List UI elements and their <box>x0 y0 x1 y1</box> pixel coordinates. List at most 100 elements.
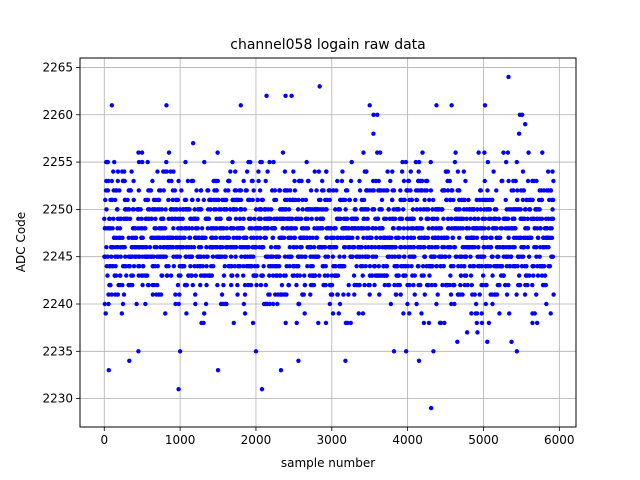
data-point <box>192 263 197 269</box>
data-point <box>426 226 431 231</box>
data-point <box>394 263 400 269</box>
data-point <box>373 226 378 231</box>
data-point <box>372 245 378 250</box>
data-point <box>422 292 428 297</box>
data-point <box>331 235 337 240</box>
data-point <box>531 273 536 278</box>
data-point <box>519 254 524 259</box>
data-point <box>166 263 171 269</box>
data-point <box>539 273 545 278</box>
data-point <box>377 292 382 297</box>
data-point <box>105 254 110 259</box>
data-point <box>536 207 542 212</box>
data-point <box>231 226 236 231</box>
data-point <box>455 339 460 345</box>
data-point <box>258 207 264 212</box>
data-point <box>527 273 532 278</box>
data-point <box>162 226 168 231</box>
data-point <box>512 216 517 222</box>
data-point <box>463 178 468 184</box>
y-tick-label: 2245 <box>42 250 73 264</box>
data-point <box>420 263 426 269</box>
x-tick-label: 6000 <box>544 433 575 447</box>
data-point <box>362 282 367 288</box>
data-point <box>373 254 379 259</box>
data-point <box>401 311 406 316</box>
data-point <box>254 245 259 250</box>
data-point <box>447 178 453 184</box>
data-point <box>131 263 137 269</box>
data-point <box>206 216 212 222</box>
data-point <box>230 273 235 278</box>
data-point <box>433 282 438 288</box>
data-point <box>296 263 301 269</box>
data-point <box>348 254 354 259</box>
data-point <box>482 226 487 231</box>
data-point <box>244 188 249 193</box>
data-point <box>214 188 219 193</box>
data-point <box>410 207 416 212</box>
data-point <box>377 245 382 250</box>
data-point <box>383 216 389 222</box>
outlier-point <box>278 368 284 373</box>
data-point <box>180 245 186 250</box>
data-point <box>398 292 403 297</box>
data-point <box>370 273 375 278</box>
data-point <box>323 282 328 288</box>
data-point <box>427 273 432 278</box>
data-point <box>302 311 307 316</box>
data-point <box>238 197 244 203</box>
data-point <box>514 292 519 297</box>
data-point <box>255 197 261 203</box>
data-point <box>518 207 523 212</box>
data-point <box>333 226 338 231</box>
x-tick-label: 5000 <box>468 433 499 447</box>
x-tick-label: 3000 <box>317 433 348 447</box>
data-point <box>215 282 220 288</box>
data-point <box>244 169 250 174</box>
data-point <box>250 320 256 326</box>
data-point <box>464 216 469 222</box>
data-point <box>237 235 242 240</box>
data-point <box>180 216 185 222</box>
data-point <box>108 282 113 288</box>
data-point <box>224 226 230 231</box>
data-point <box>129 169 134 174</box>
data-point <box>203 235 208 240</box>
data-point <box>140 263 146 269</box>
data-point <box>308 292 313 297</box>
data-point <box>534 178 539 184</box>
data-point <box>193 273 198 278</box>
data-point <box>445 169 451 174</box>
data-point <box>537 245 543 250</box>
outlier-point <box>371 112 376 117</box>
data-point <box>399 169 405 174</box>
data-point <box>294 320 299 326</box>
data-point <box>117 216 123 222</box>
data-point <box>474 311 480 316</box>
data-point <box>242 292 248 297</box>
data-point <box>367 263 373 269</box>
outlier-point <box>283 93 288 99</box>
data-point <box>178 273 183 278</box>
data-point <box>229 263 234 269</box>
data-point <box>392 282 397 288</box>
data-point <box>461 169 467 174</box>
data-point <box>276 263 282 269</box>
data-point <box>482 178 487 184</box>
outlier-point <box>428 405 434 411</box>
data-points <box>102 74 556 411</box>
data-point <box>239 254 244 259</box>
data-point <box>290 197 295 203</box>
data-point <box>349 159 354 165</box>
data-point <box>355 235 360 240</box>
data-point <box>258 226 263 231</box>
data-point <box>318 197 323 203</box>
data-point <box>139 150 145 155</box>
data-point <box>261 245 266 250</box>
data-point <box>435 207 441 212</box>
data-point <box>252 216 257 222</box>
data-point <box>311 282 317 288</box>
data-point <box>179 226 185 231</box>
data-point <box>485 159 491 165</box>
